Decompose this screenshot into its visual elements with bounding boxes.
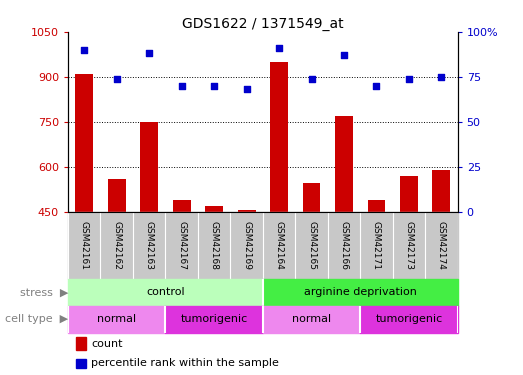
Bar: [68, 279, 263, 306]
Text: normal: normal: [292, 314, 331, 324]
Point: [242, 86, 251, 92]
Bar: [433, 170, 450, 211]
Text: normal: normal: [97, 314, 137, 324]
Bar: [140, 122, 158, 211]
Bar: [263, 279, 458, 306]
Text: arginine deprivation: arginine deprivation: [304, 287, 417, 297]
Point: [177, 83, 186, 89]
Bar: [76, 358, 86, 368]
Point: [437, 74, 446, 80]
Text: cell type  ▶: cell type ▶: [5, 314, 68, 324]
Text: percentile rank within the sample: percentile rank within the sample: [92, 358, 279, 368]
Bar: [75, 74, 93, 211]
Bar: [303, 183, 321, 211]
Point: [112, 76, 121, 82]
Text: GSM42174: GSM42174: [437, 221, 446, 270]
Point: [340, 52, 348, 58]
Bar: [270, 62, 288, 211]
Bar: [173, 200, 190, 211]
Text: GSM42161: GSM42161: [79, 220, 89, 270]
Text: tumorigenic: tumorigenic: [376, 314, 442, 324]
Text: GSM42168: GSM42168: [210, 220, 219, 270]
Bar: [237, 210, 256, 212]
Point: [145, 50, 153, 56]
Bar: [368, 200, 385, 211]
Text: tumorigenic: tumorigenic: [180, 314, 248, 324]
Text: control: control: [146, 287, 185, 297]
Text: GSM42169: GSM42169: [242, 220, 251, 270]
Title: GDS1622 / 1371549_at: GDS1622 / 1371549_at: [182, 17, 344, 31]
Bar: [108, 178, 126, 212]
Text: GSM42162: GSM42162: [112, 221, 121, 270]
Bar: [68, 306, 165, 333]
Text: GSM42167: GSM42167: [177, 220, 186, 270]
Text: GSM42166: GSM42166: [339, 220, 348, 270]
Text: GSM42165: GSM42165: [307, 220, 316, 270]
Bar: [263, 306, 360, 333]
Bar: [335, 116, 353, 212]
Bar: [205, 206, 223, 212]
Point: [405, 76, 413, 82]
Text: GSM42164: GSM42164: [275, 221, 283, 270]
Bar: [76, 337, 86, 350]
Point: [308, 76, 316, 82]
Text: GSM42171: GSM42171: [372, 220, 381, 270]
Point: [275, 45, 283, 51]
Bar: [165, 306, 263, 333]
Bar: [400, 176, 418, 211]
Point: [210, 83, 218, 89]
Bar: [360, 306, 458, 333]
Text: stress  ▶: stress ▶: [20, 287, 68, 297]
Point: [80, 47, 88, 53]
Text: GSM42173: GSM42173: [404, 220, 413, 270]
Point: [372, 83, 381, 89]
Text: GSM42163: GSM42163: [145, 220, 154, 270]
Text: count: count: [92, 339, 123, 348]
